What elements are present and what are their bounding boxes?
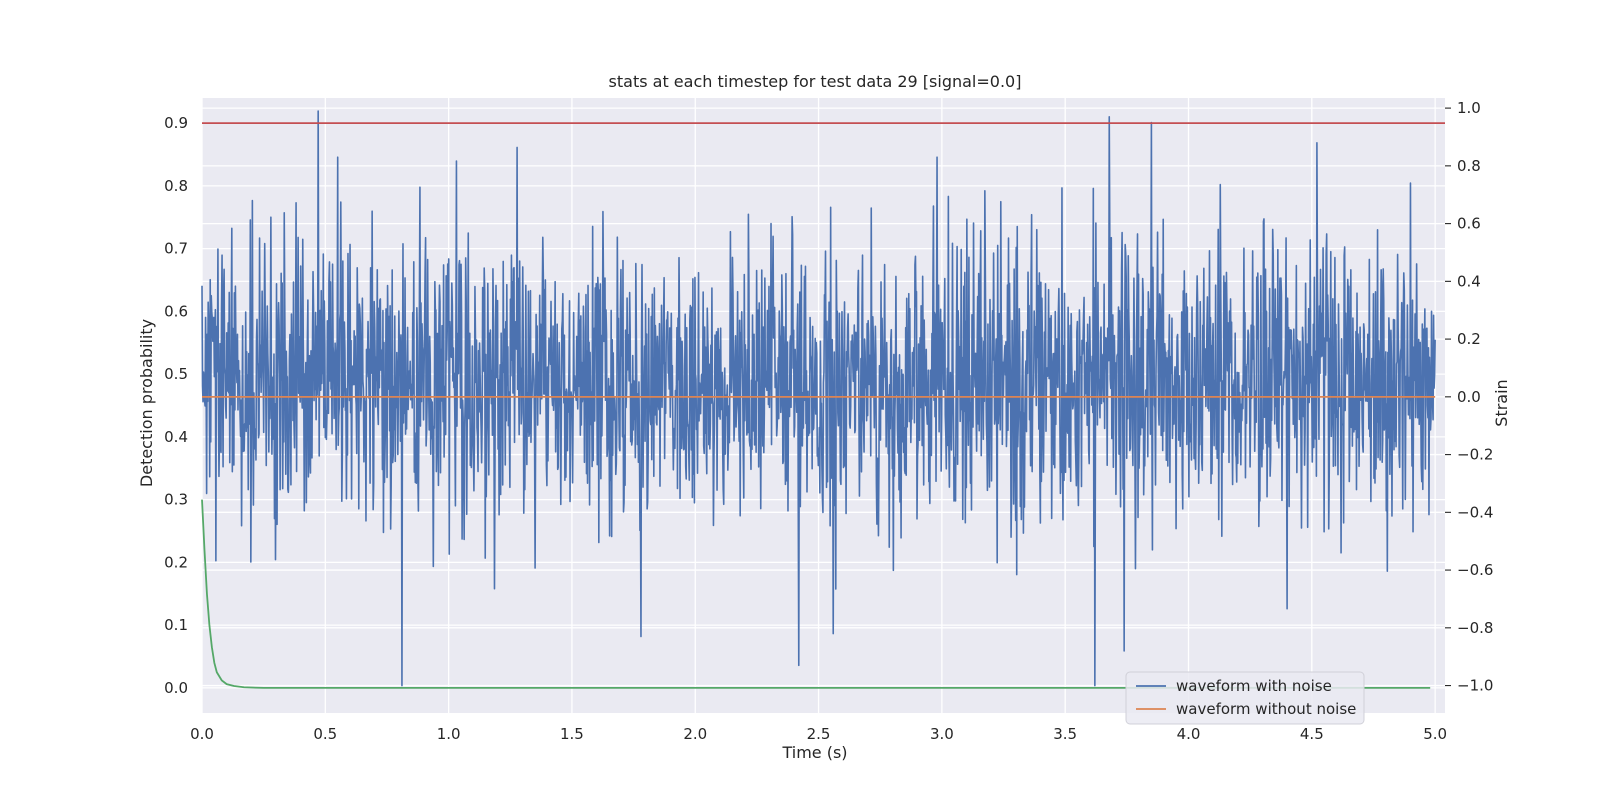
y-left-tick-label: 0.0 [164, 679, 188, 697]
y-right-tick-label: −1.0 [1457, 677, 1493, 695]
y-left-tick-label: 0.7 [164, 240, 188, 258]
chart-title: stats at each timestep for test data 29 … [609, 72, 1022, 91]
y-right-tick-label: 0.6 [1457, 215, 1481, 233]
y-right-tick-label: −0.2 [1457, 446, 1493, 464]
x-tick-label: 1.0 [437, 725, 461, 743]
y-right-tick-label: −0.4 [1457, 503, 1493, 521]
tick-layer: 0.0 0.5 1.0 1.5 2.0 2.5 3.0 3.5 4.0 4.5 5.0 0.0 0.1 0… [164, 99, 1493, 743]
x-tick-label: 2.5 [807, 725, 831, 743]
x-tick-label: 1.5 [560, 725, 584, 743]
x-tick-label: 2.0 [683, 725, 707, 743]
y-left-tick-label: 0.2 [164, 553, 188, 571]
y-right-tick-label: 0.4 [1457, 272, 1481, 290]
x-tick-label: 4.0 [1177, 725, 1201, 743]
series-waveform-with-noise [201, 110, 1436, 687]
y-left-tick-label: 0.3 [164, 491, 188, 509]
legend-box [1125, 671, 1365, 725]
y-right-tick-label: −0.6 [1457, 561, 1493, 579]
y-left-tick-label: 0.4 [164, 428, 188, 446]
y-left-tick-label: 0.5 [164, 365, 188, 383]
x-tick-label: 5.0 [1423, 725, 1447, 743]
y-left-tick-label: 0.1 [164, 616, 188, 634]
y-right-tick-label: 0.2 [1457, 330, 1481, 348]
x-axis-label: Time (s) [781, 743, 847, 762]
y-right-tick-label: 1.0 [1457, 99, 1481, 117]
y-right-tick-label: 0.0 [1457, 388, 1481, 406]
series-layer [201, 110, 1445, 689]
y-left-tick-label: 0.9 [164, 114, 188, 132]
y-left-tick-label: 0.6 [164, 302, 188, 320]
x-tick-label: 3.0 [930, 725, 954, 743]
y-axis-right-label: Strain [1492, 379, 1511, 426]
legend-label: waveform without noise [1176, 700, 1356, 718]
y-right-tick-label: 0.8 [1457, 157, 1481, 175]
legend-label: waveform with noise [1176, 677, 1332, 695]
y-right-tick-label: −0.8 [1457, 619, 1493, 637]
y-left-tick-label: 0.8 [164, 177, 188, 195]
series-detection-probability [201, 499, 1431, 689]
y-axis-left-label: Detection probability [137, 319, 156, 487]
x-tick-label: 3.5 [1053, 725, 1077, 743]
x-tick-label: 4.5 [1300, 725, 1324, 743]
x-tick-label: 0.5 [313, 725, 337, 743]
x-tick-label: 0.0 [190, 725, 214, 743]
legend: waveform with noise waveform without nois… [1125, 671, 1365, 725]
